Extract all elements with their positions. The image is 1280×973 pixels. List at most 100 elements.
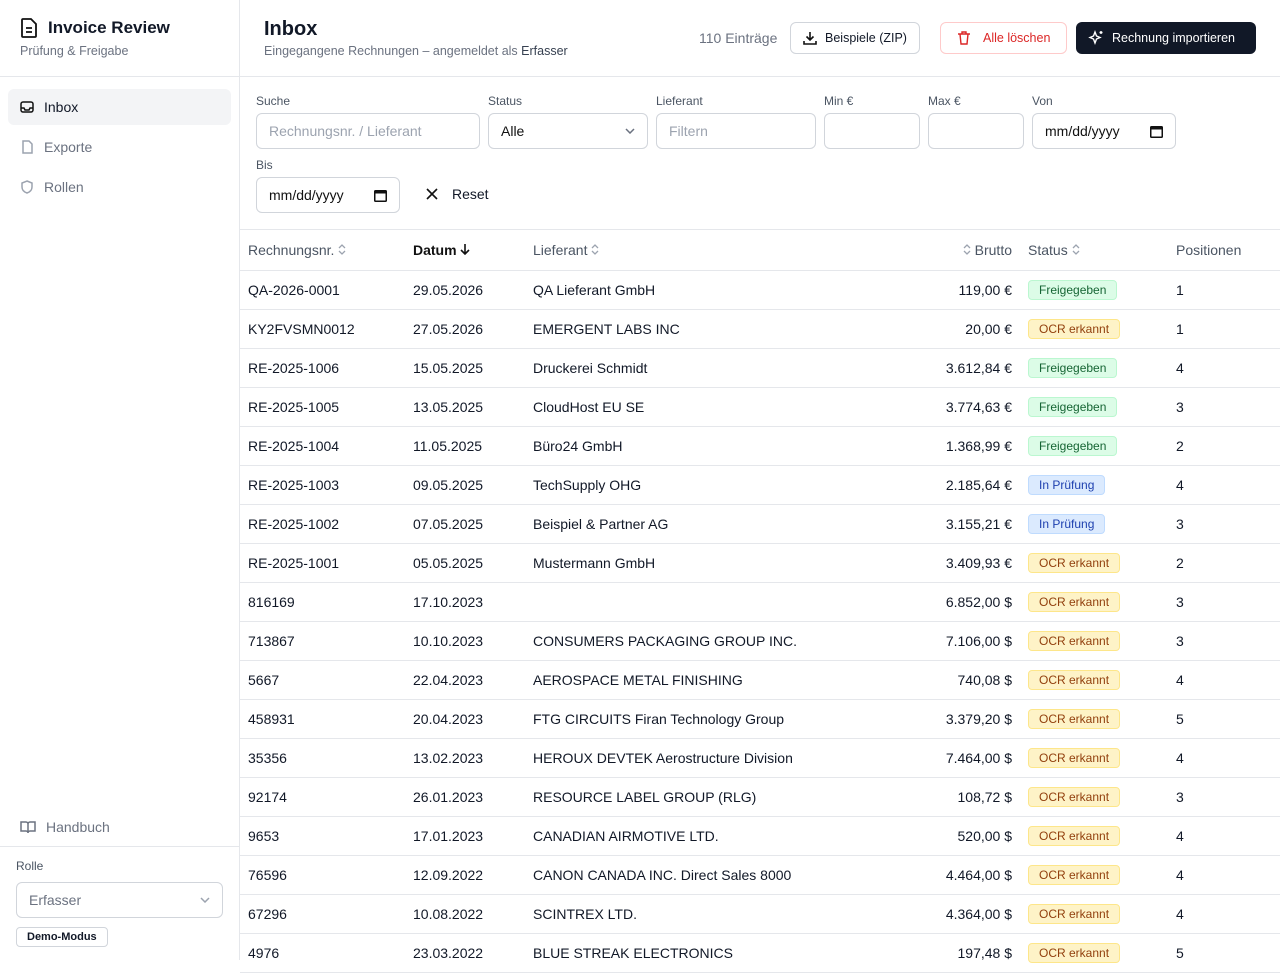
table-cell: 1 (1168, 309, 1280, 349)
page-subtitle: Eingegangene Rechnungen – angemeldet als… (264, 44, 568, 58)
table-row[interactable]: 9653 17.01.2023 CANADIAN AIRMOTIVE LTD. 520… (240, 816, 1280, 856)
table-cell: 15.05.2025 (405, 348, 525, 388)
table-row[interactable]: RE-2025-1005 13.05.2025 CloudHost EU SE 3.7… (240, 387, 1280, 427)
nav-item[interactable]: Exporte (8, 129, 231, 165)
table-cell: 7.464,00 $ (885, 738, 1020, 778)
nav-item[interactable]: Rollen (8, 169, 231, 205)
divider (240, 229, 1280, 230)
table-cell: 10.10.2023 (405, 621, 525, 661)
role-value: Erfasser (29, 892, 82, 908)
placeholder: mm/dd/yyyy (269, 187, 344, 203)
table-row[interactable]: 35356 13.02.2023 HEROUX DEVTEK Aerostructu… (240, 738, 1280, 778)
status-badge: Freigegeben (1028, 435, 1118, 456)
placeholder: mm/dd/yyyy (1045, 123, 1120, 139)
role-select[interactable]: Erfasser (16, 882, 223, 918)
column-header[interactable]: Rechnungsnr. (240, 230, 405, 271)
table-row[interactable]: RE-2025-1003 09.05.2025 TechSupply OHG 2.18… (240, 465, 1280, 505)
table-cell: 3 (1168, 387, 1280, 427)
status-cell: OCR erkannt (1020, 855, 1168, 895)
header-label: Datum (413, 241, 457, 258)
table-row[interactable]: RE-2025-1002 07.05.2025 Beispiel & Partner… (240, 504, 1280, 544)
status-badge: OCR erkannt (1028, 708, 1121, 729)
table-cell: 4 (1168, 816, 1280, 856)
column-header[interactable]: Datum (405, 230, 525, 271)
table-row[interactable]: KY2FVSMN0012 27.05.2026 EMERGENT LABS INC 2… (240, 309, 1280, 349)
placeholder: Filtern (669, 123, 708, 139)
status-cell: OCR erkannt (1020, 543, 1168, 583)
samples-button[interactable]: Beispiele (ZIP) (790, 22, 920, 54)
table-row[interactable]: RE-2025-1004 11.05.2025 Büro24 GmbH 1.368,9… (240, 426, 1280, 466)
nav-label: Inbox (44, 99, 79, 115)
status-badge: OCR erkannt (1028, 864, 1121, 885)
table-row[interactable]: 5667 22.04.2023 AEROSPACE METAL FINISHING 7… (240, 660, 1280, 700)
table-cell: RE-2025-1004 (240, 426, 405, 466)
status-cell: OCR erkannt (1020, 621, 1168, 661)
reset-button[interactable]: Reset (426, 186, 489, 202)
table-row[interactable]: RE-2025-1006 15.05.2025 Druckerei Schmidt 3… (240, 348, 1280, 388)
status-cell: OCR erkannt (1020, 699, 1168, 739)
column-header[interactable]: Status (1020, 230, 1168, 271)
column-header[interactable]: Brutto (885, 230, 1020, 271)
table-cell: 3.409,93 € (885, 543, 1020, 583)
supplier-input[interactable]: Filtern (656, 113, 816, 149)
table-cell: FTG CIRCUITS Firan Technology Group (525, 699, 885, 739)
table-cell: QA-2026-0001 (240, 270, 405, 310)
status-badge: OCR erkannt (1028, 630, 1121, 651)
status-cell: Freigegeben (1020, 387, 1168, 427)
search-input[interactable]: Rechnungsnr. / Lieferant (256, 113, 480, 149)
table-row[interactable]: 713867 10.10.2023 CONSUMERS PACKAGING GROU… (240, 621, 1280, 661)
status-cell: In Prüfung (1020, 465, 1168, 505)
table-row[interactable]: 458931 20.04.2023 FTG CIRCUITS Firan Techn… (240, 699, 1280, 739)
to-input[interactable]: mm/dd/yyyy (256, 177, 400, 213)
button-label: Rechnung importieren (1112, 31, 1235, 45)
status-cell: In Prüfung (1020, 504, 1168, 544)
table-cell (525, 582, 885, 622)
table-row[interactable]: 67296 10.08.2022 SCINTREX LTD. 4.364,00 $ OC… (240, 894, 1280, 934)
button-label: Beispiele (ZIP) (825, 31, 907, 45)
table-row[interactable]: QA-2026-0001 29.05.2026 QA Lieferant GmbH 1… (240, 270, 1280, 310)
status-cell: OCR erkannt (1020, 933, 1168, 973)
table-cell: 17.10.2023 (405, 582, 525, 622)
role-label: Rolle (16, 859, 44, 873)
filter-label: Lieferant (656, 94, 703, 108)
import-button[interactable]: Rechnung importieren (1076, 22, 1256, 54)
status-badge: OCR erkannt (1028, 591, 1121, 612)
manual-link[interactable]: Handbuch (8, 809, 231, 845)
table-cell: 4 (1168, 660, 1280, 700)
table-cell: 197,48 $ (885, 933, 1020, 973)
delete-all-button[interactable]: Alle löschen (940, 22, 1068, 54)
table-cell: 3 (1168, 621, 1280, 661)
table-cell: 4 (1168, 894, 1280, 934)
app-subtitle: Prüfung & Freigabe (20, 44, 129, 58)
table-cell: 4 (1168, 348, 1280, 388)
table-cell: 13.05.2025 (405, 387, 525, 427)
table-cell: 29.05.2026 (405, 270, 525, 310)
max-input[interactable] (928, 113, 1024, 149)
table-row[interactable]: 92174 26.01.2023 RESOURCE LABEL GROUP (RLG… (240, 777, 1280, 817)
status-select[interactable]: Alle (488, 113, 648, 149)
status-cell: Freigegeben (1020, 426, 1168, 466)
table-row[interactable]: 816169 17.10.2023 6.852,00 $ OCR erkannt 3 (240, 582, 1280, 622)
table-row[interactable]: 76596 12.09.2022 CANON CANADA INC. Direct … (240, 855, 1280, 895)
filter-label: Status (488, 94, 523, 108)
status-cell: OCR erkannt (1020, 894, 1168, 934)
table-cell: 35356 (240, 738, 405, 778)
placeholder: Rechnungsnr. / Lieferant (269, 123, 422, 139)
table-cell: Mustermann GmbH (525, 543, 885, 583)
nav-label: Exporte (44, 139, 93, 155)
table-cell: Beispiel & Partner AG (525, 504, 885, 544)
table-cell: 3 (1168, 504, 1280, 544)
min-input[interactable] (824, 113, 920, 149)
table-cell: CloudHost EU SE (525, 387, 885, 427)
table-row[interactable]: RE-2025-1001 05.05.2025 Mustermann GmbH 3.4… (240, 543, 1280, 583)
from-input[interactable]: mm/dd/yyyy (1032, 113, 1176, 149)
filter-label: Max € (928, 94, 961, 108)
status-badge: Freigegeben (1028, 357, 1118, 378)
status-badge: OCR erkannt (1028, 825, 1121, 846)
table-row[interactable]: 4976 23.03.2022 BLUE STREAK ELECTRONICS 197… (240, 933, 1280, 973)
nav-item[interactable]: Inbox (8, 89, 231, 125)
table-cell: 4 (1168, 855, 1280, 895)
column-header[interactable]: Lieferant (525, 230, 885, 271)
table-cell: Druckerei Schmidt (525, 348, 885, 388)
